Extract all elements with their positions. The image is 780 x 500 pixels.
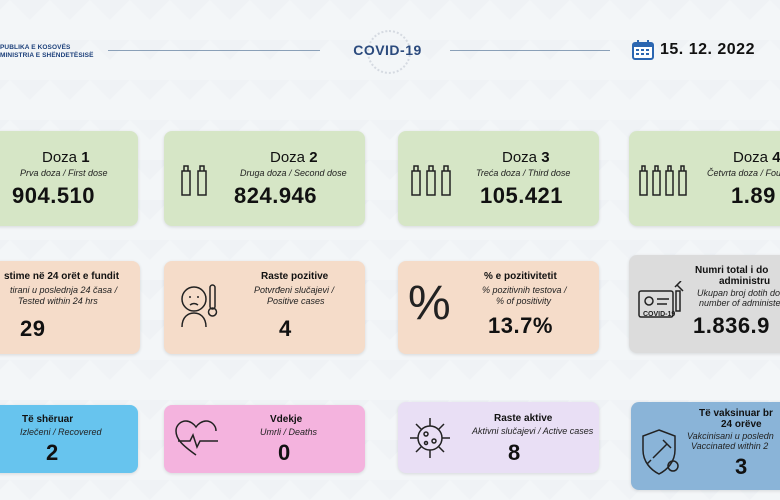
vial-icon (639, 165, 687, 196)
header-divider-right (450, 50, 610, 51)
deaths-sub: Umrli / Deaths (260, 427, 318, 437)
dose-2-value: 824.946 (234, 183, 318, 208)
dose-3-value: 105.421 (480, 183, 564, 208)
positive-sub-1: Potvrđeni slučajevi / (254, 285, 335, 295)
ministry-logo-text: PUBLIKA E KOSOVËS MINISTRIA E SHËNDETËSI… (0, 44, 94, 59)
vaccinated-value: 3 (735, 454, 748, 479)
active-cases-value: 8 (508, 440, 521, 465)
tested-sub-2: Tested within 24 hrs (18, 296, 98, 306)
total-doses-title-2: administru (719, 276, 771, 287)
active-cases-sub: Aktivni slučajevi / Active cases (472, 426, 594, 436)
total-doses-value: 1.836.9 (693, 313, 770, 338)
date-block: 15. 12. 2022 (632, 40, 755, 60)
sick-person-icon (181, 284, 218, 328)
dose-2-title: Doza 2 (270, 149, 318, 166)
tested-sub-1: tirani u poslednja 24 časa / (10, 285, 118, 295)
header-divider-left (108, 50, 320, 51)
vaccinated-sub-2: Vaccinated within 2 (691, 441, 769, 451)
covid-card-label: COVID-19 (643, 311, 676, 318)
dose-3-card: Doza 3 Treća doza / Third dose 105.421 (398, 131, 599, 226)
heart-pulse-icon (175, 420, 218, 456)
recovered-card: Të shëruar Izlečeni / Recovered 2 (0, 405, 138, 473)
deaths-card: Vdekje Umrli / Deaths 0 (164, 405, 365, 473)
positivity-title: % e pozitivitetit (484, 271, 557, 282)
dose-1-value: 904.510 (12, 183, 96, 208)
positivity-card: % % e pozitivitetit % pozitivnih testova… (398, 261, 599, 354)
covid-title: COVID-19 (353, 42, 422, 58)
active-cases-title: Raste aktive (494, 413, 553, 424)
dose-4-card: Doza 4 Četvrta doza / Fou 1.89 (629, 131, 780, 226)
vaccinated-title-2: 24 orëve (721, 419, 762, 430)
recovered-value: 2 (46, 440, 59, 465)
dose-2-card: Doza 2 Druga doza / Second dose 824.946 (164, 131, 365, 226)
dose-1-card: Doza 1 Prva doza / First dose 904.510 (0, 131, 138, 226)
dose-1-title: Doza 1 (42, 149, 90, 166)
dose-3-sub: Treća doza / Third dose (476, 168, 571, 178)
deaths-value: 0 (278, 440, 291, 465)
shield-syringe-icon (642, 429, 679, 475)
recovered-title: Të shëruar (22, 414, 74, 425)
dose-1-sub: Prva doza / First dose (20, 168, 108, 178)
tested-value: 29 (20, 316, 46, 341)
covid-header: COVID-19 (330, 28, 445, 74)
active-cases-card: Raste aktive Aktivni slučajevi / Active … (398, 402, 599, 473)
vaccine-card-icon (638, 281, 684, 318)
virus-icon (410, 418, 450, 458)
total-doses-sub-2: number of administer (699, 298, 780, 308)
dose-4-title: Doza 4 (733, 149, 780, 166)
percent-icon: % (408, 277, 451, 330)
total-doses-title-1: Numri total i do (695, 265, 769, 276)
vaccinated-sub-1: Vakcinisani u posledn (687, 431, 774, 441)
positivity-value: 13.7% (488, 313, 553, 338)
vial-icon (411, 165, 451, 196)
deaths-title: Vdekje (270, 414, 303, 425)
tested-card: stime në 24 orët e fundit tirani u posle… (0, 261, 140, 354)
positive-card: Raste pozitive Potvrđeni slučajevi / Pos… (164, 261, 365, 354)
positive-title: Raste pozitive (261, 271, 329, 282)
dose-4-value: 1.89 (731, 183, 776, 208)
vaccinated-24h-card: Të vaksinuar br 24 orëve Vakcinisani u p… (631, 402, 780, 490)
positive-sub-2: Positive cases (267, 296, 325, 306)
dose-3-title: Doza 3 (502, 149, 550, 166)
calendar-icon (632, 40, 654, 60)
tested-title: stime në 24 orët e fundit (4, 271, 120, 282)
positivity-sub-2: % of positivity (496, 296, 552, 306)
vaccinated-title-1: Të vaksinuar br (699, 408, 773, 419)
positive-value: 4 (279, 316, 292, 341)
vial-icon (181, 165, 207, 196)
report-date: 15. 12. 2022 (660, 41, 755, 58)
positivity-sub-1: % pozitivnih testova / (482, 285, 567, 295)
recovered-sub: Izlečeni / Recovered (20, 427, 102, 437)
total-doses-card: COVID-19 Numri total i do administru Uku… (629, 255, 780, 353)
total-doses-sub-1: Ukupan broj dotih do (697, 288, 780, 298)
dose-2-sub: Druga doza / Second dose (240, 168, 347, 178)
virus-icon (367, 30, 411, 74)
dose-4-sub: Četvrta doza / Fou (707, 168, 780, 178)
